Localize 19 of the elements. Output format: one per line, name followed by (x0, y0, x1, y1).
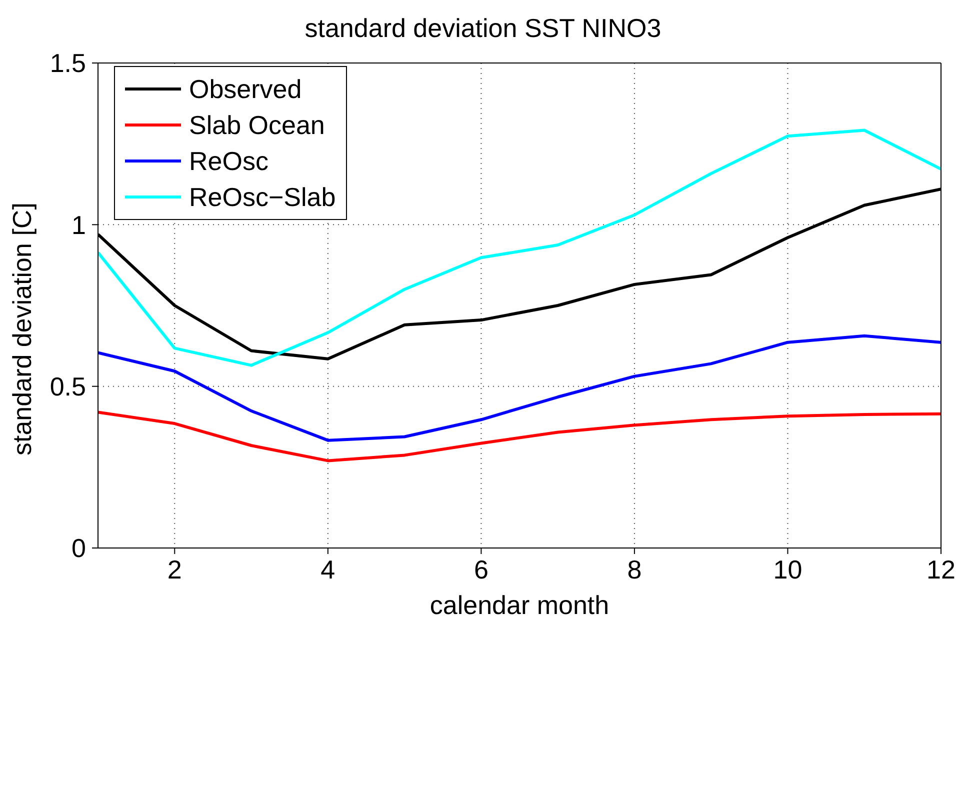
x-axis-title: calendar month (430, 590, 610, 620)
y-tick-label: 1 (72, 210, 86, 240)
line-series (98, 334, 941, 442)
legend-label: ReOsc (189, 146, 268, 176)
line-series (98, 410, 941, 462)
y-tick-label: 0 (72, 533, 86, 564)
x-tick-label: 12 (926, 554, 956, 584)
x-tick-label: 6 (474, 554, 488, 584)
x-tick-label: 4 (320, 554, 336, 584)
chart-title: standard deviation SST NINO3 (304, 13, 662, 43)
y-tick-label: 0.5 (50, 372, 86, 402)
legend-label: ReOsc−Slab (189, 182, 336, 212)
x-tick-label: 10 (773, 554, 802, 584)
x-tick-label: 8 (627, 554, 642, 584)
legend-label: Observed (189, 74, 302, 104)
y-tick-label: 1.5 (50, 48, 86, 78)
y-axis-title: standard deviation [C] (7, 202, 38, 456)
legend-label: Slab Ocean (189, 110, 325, 140)
x-tick-label: 2 (167, 554, 182, 584)
